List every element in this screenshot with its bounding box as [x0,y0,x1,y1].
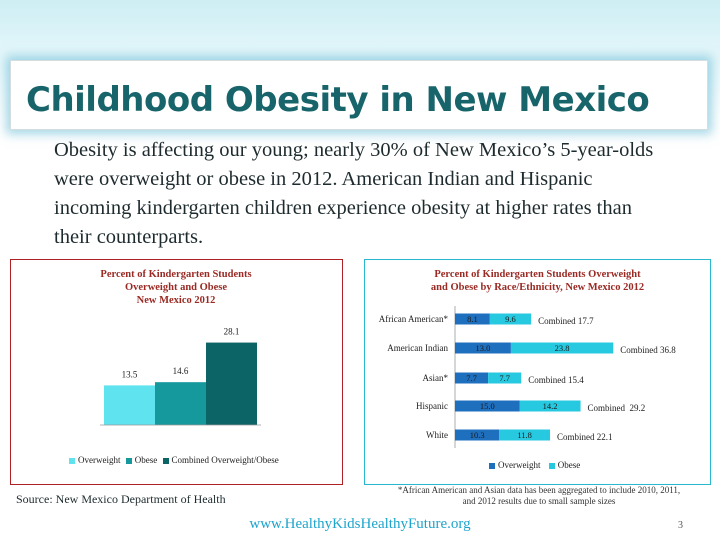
legend-label-overweight: Overweight [78,455,121,465]
overall-chart-panel: Percent of Kindergarten Students Overwei… [10,259,343,485]
bar-combined-overweight-obese [206,342,257,425]
legend-swatch-obese [548,462,555,469]
race-chart-title: Percent of Kindergarten Students Overwei… [385,268,690,294]
combined-value-label: Combined 36.8 [620,345,676,355]
category-label: Asian* [423,373,449,383]
bar-obese [510,342,614,354]
overall-chart-plot: 13.5 14.6 28.1 [100,327,261,426]
title-frame [10,60,708,130]
race-data-footnote: *African American and Asian data has bee… [362,485,716,507]
obese-value-label: 9.6 [505,314,516,324]
combined-value-label: Combined 15.4 [528,375,584,385]
legend-swatch-overweight [489,462,495,469]
obese-value-label: 23.8 [555,343,570,353]
overweight-value-label: 10.3 [470,430,485,440]
race-chart-plot: African American* 8.1 9.6 Combined 17.7 Amer… [379,306,676,448]
bar-overweight [455,429,500,441]
category-label: White [426,430,448,440]
combined-value-label: Combined 22.1 [557,432,613,442]
legend-label-combined: Combined Overweight/Obese [171,455,279,465]
category-label: Hispanic [416,401,448,411]
race-chart-panel: Percent of Kindergarten Students Overwei… [364,259,711,485]
overweight-value-label: 7.7 [466,373,477,383]
category-label: African American* [379,314,449,324]
overall-chart-title-line1: Percent of Kindergarten Students [100,269,252,280]
slide-title: Childhood Obesity in New Mexico [26,80,650,120]
overall-chart-title-line2: Overweight and Obese [124,282,228,293]
bar-overweight [104,385,155,425]
obese-value-label: 11.8 [517,430,532,440]
overall-chart-title: Percent of Kindergarten Students Overwei… [51,268,301,307]
bar-value-label: 13.5 [122,369,138,379]
combined-value-label: Combined 17.7 [538,316,594,326]
bar-obese [155,382,206,425]
overall-chart-title-line3: New Mexico 2012 [136,295,216,306]
race-chart-title-line2: and Obese by Race/Ethnicity, New Mexico … [430,282,645,293]
bar-obese [499,429,551,441]
legend-label-overweight: Overweight [498,460,541,470]
overweight-value-label: 15.0 [480,401,495,411]
bar-overweight [455,372,489,384]
race-chart-legend: Overweight Obese [489,460,580,470]
bar-obese [519,400,581,412]
overweight-value-label: 8.1 [467,314,478,324]
bar-overweight [455,342,511,354]
body-paragraph: Obesity is affecting our young; nearly 3… [54,139,654,248]
bar-overweight [455,400,520,412]
race-chart-title-line1: Percent of Kindergarten Students Overwei… [434,269,641,280]
legend-label-obese: Obese [134,455,158,465]
footnote-line2: and 2012 results due to small sample siz… [462,496,616,506]
combined-value-label: Combined 29.2 [588,403,646,413]
footnote-line1: *African American and Asian data has bee… [397,485,681,495]
legend-swatch-overweight [69,457,75,464]
legend-swatch-combined [162,457,169,464]
overall-chart-legend: Overweight Obese Combined Overweight/Obe… [69,455,279,465]
bar-obese [489,313,532,325]
obese-value-label: 14.2 [543,401,558,411]
bar-value-label: 28.1 [224,327,240,337]
legend-swatch-obese [125,457,132,464]
bar-obese [488,372,522,384]
bar-overweight [455,313,490,325]
bar-value-label: 14.6 [173,366,189,376]
overweight-value-label: 13.0 [476,343,491,353]
website-link[interactable]: www.HealthyKidsHealthyFuture.org [249,516,471,532]
legend-label-obese: Obese [557,460,581,470]
slide-number: 3 [678,520,683,531]
category-label: American Indian [387,343,448,353]
source-citation: Source: New Mexico Department of Health [16,492,226,506]
obese-value-label: 7.7 [499,373,510,383]
